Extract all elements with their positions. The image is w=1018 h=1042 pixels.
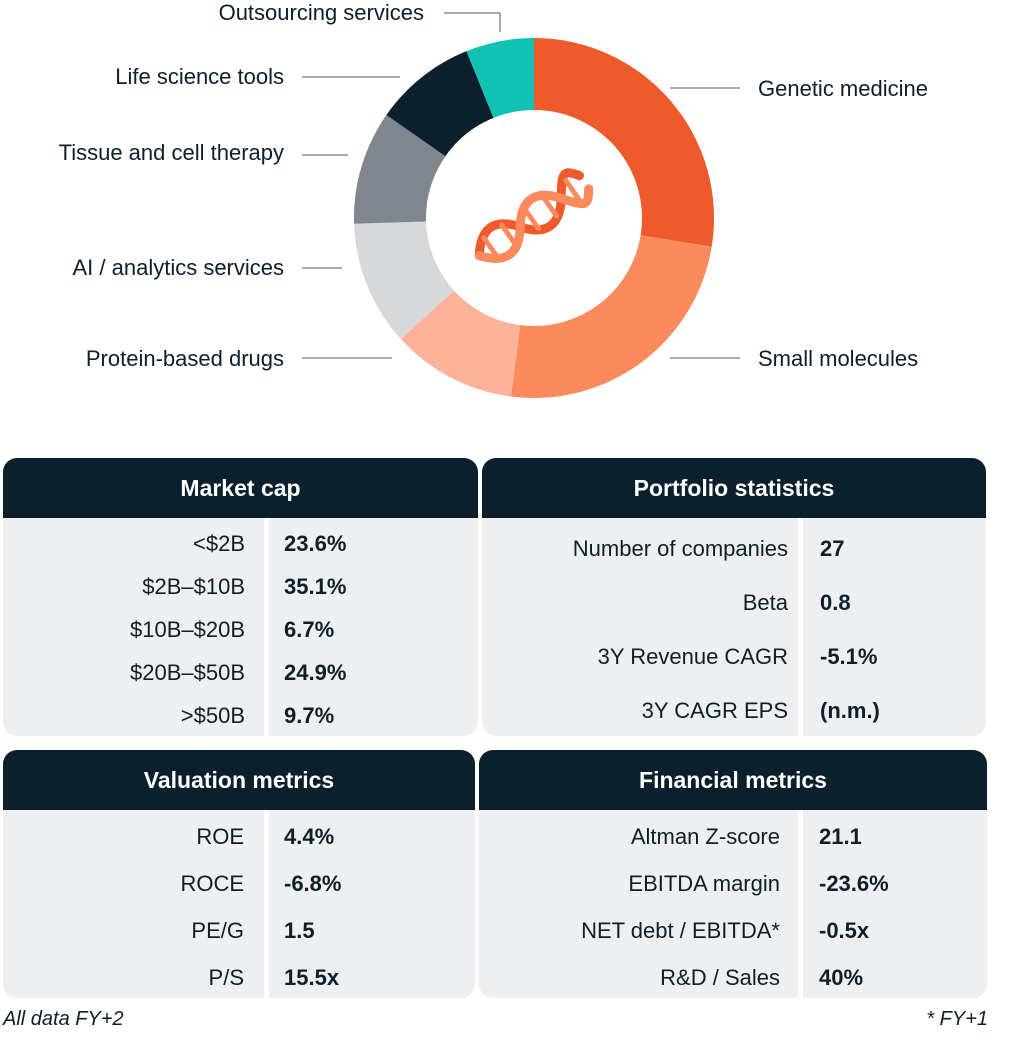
footnote-left: All data FY+2 (3, 1008, 124, 1030)
donut-slice-tissue-and-cell-therapy (354, 115, 446, 224)
table-row: $20B–$50B 24.9% (3, 653, 478, 693)
table-row: ROE 4.4% (3, 817, 475, 857)
metric-value: 40% (819, 965, 864, 990)
metric-label: NET debt / EBITDA* (581, 918, 780, 943)
metric-value: 4.4% (284, 824, 335, 849)
metric-label: ROE (196, 824, 244, 849)
metric-label: Altman Z-score (630, 824, 780, 849)
portfolio-statistics-title: Portfolio statistics (482, 458, 986, 518)
segment-label-small-molecules: Small molecules (758, 346, 918, 371)
metric-value: -23.6% (819, 871, 889, 896)
table-row: 3Y Revenue CAGR -5.1% (482, 637, 986, 677)
metric-value: 35.1% (284, 574, 347, 599)
segment-label-protein-based-drugs: Protein-based drugs (86, 346, 284, 371)
metric-value: 15.5x (284, 965, 340, 990)
donut-chart: Genetic medicine Small molecules Protein-b… (59, 0, 928, 398)
segment-label-ai-analytics-services: AI / analytics services (72, 255, 284, 280)
segment-label-outsourcing-services: Outsourcing services (219, 0, 424, 25)
table-row: 3Y CAGR EPS (n.m.) (482, 691, 986, 731)
table-row: NET debt / EBITDA* -0.5x (479, 911, 987, 951)
table-row: P/S 15.5x (3, 958, 475, 998)
metric-value: 21.1 (819, 824, 862, 849)
metric-label: ROCE (180, 871, 244, 896)
table-row: $10B–$20B 6.7% (3, 610, 478, 650)
segment-label-genetic-medicine: Genetic medicine (758, 76, 928, 101)
segment-label-life-science-tools: Life science tools (115, 64, 284, 89)
metric-value: -5.1% (820, 644, 878, 669)
metric-value: 6.7% (284, 617, 335, 642)
metric-value: 1.5 (284, 918, 315, 943)
donut-slice-small-molecules (510, 235, 712, 398)
metric-label: 3Y Revenue CAGR (597, 644, 788, 669)
metric-label: $2B–$10B (142, 574, 245, 599)
table-row: >$50B 9.7% (3, 696, 478, 736)
column-divider (264, 810, 269, 998)
metric-label: Number of companies (572, 536, 788, 561)
metric-value: 23.6% (284, 531, 347, 556)
metric-label: R&D / Sales (660, 965, 780, 990)
table-row: PE/G 1.5 (3, 911, 475, 951)
donut-slice-outsourcing-services (466, 38, 534, 118)
segment-labels: Genetic medicine Small molecules Protein-b… (59, 0, 928, 371)
table-row: ROCE -6.8% (3, 864, 475, 904)
financial-metrics-panel: Financial metrics Altman Z-score 21.1 EBIT… (479, 750, 987, 998)
metric-value: -0.5x (819, 918, 870, 943)
dna-helix-icon (474, 168, 594, 263)
table-row: $2B–$10B 35.1% (3, 567, 478, 607)
segment-label-tissue-and-cell-therapy: Tissue and cell therapy (59, 140, 284, 165)
table-row: Altman Z-score 21.1 (479, 817, 987, 857)
table-row: Number of companies 27 (482, 529, 986, 569)
footnote-right: * FY+1 (926, 1008, 988, 1030)
metric-value: (n.m.) (820, 698, 880, 723)
leader-lines (302, 12, 740, 359)
metric-value: -6.8% (284, 871, 342, 896)
column-divider (798, 810, 803, 998)
donut-slice-life-science-tools (386, 51, 494, 157)
financial-metrics-title: Financial metrics (479, 750, 987, 810)
table-row: R&D / Sales 40% (479, 958, 987, 998)
metric-label: Beta (742, 590, 788, 615)
donut-slice-genetic-medicine (534, 38, 715, 247)
donut-slice-ai-analytics-services (354, 221, 455, 340)
table-row: EBITDA margin -23.6% (479, 864, 987, 904)
metric-label: >$50B (180, 703, 245, 728)
donut-segments (354, 38, 715, 398)
metric-label: $20B–$50B (130, 660, 245, 685)
valuation-metrics-title: Valuation metrics (3, 750, 475, 810)
metric-label: EBITDA margin (628, 871, 780, 896)
column-divider (264, 518, 269, 736)
leader-line-outsourcing-services (444, 12, 501, 32)
metric-value: 0.8 (820, 590, 851, 615)
metric-label: PE/G (191, 918, 244, 943)
metric-label: P/S (208, 965, 244, 990)
valuation-metrics-panel: Valuation metrics ROE 4.4% ROCE -6.8% PE/G 1.… (3, 750, 475, 998)
table-row: <$2B 23.6% (3, 524, 478, 564)
metric-value: 9.7% (284, 703, 335, 728)
metric-label: $10B–$20B (130, 617, 245, 642)
metric-value: 27 (820, 536, 845, 561)
metric-label: 3Y CAGR EPS (641, 698, 788, 723)
portfolio-statistics-panel: Portfolio statistics Number of companies… (482, 458, 986, 736)
metric-value: 24.9% (284, 660, 347, 685)
market-cap-panel: Market cap <$2B 23.6% $2B–$10B 35.1% $10B–$2… (3, 458, 478, 736)
donut-slice-protein-based-drugs (400, 290, 521, 397)
table-row: Beta 0.8 (482, 583, 986, 623)
metric-label: <$2B (193, 531, 245, 556)
market-cap-title: Market cap (3, 458, 478, 518)
column-divider (798, 518, 803, 736)
